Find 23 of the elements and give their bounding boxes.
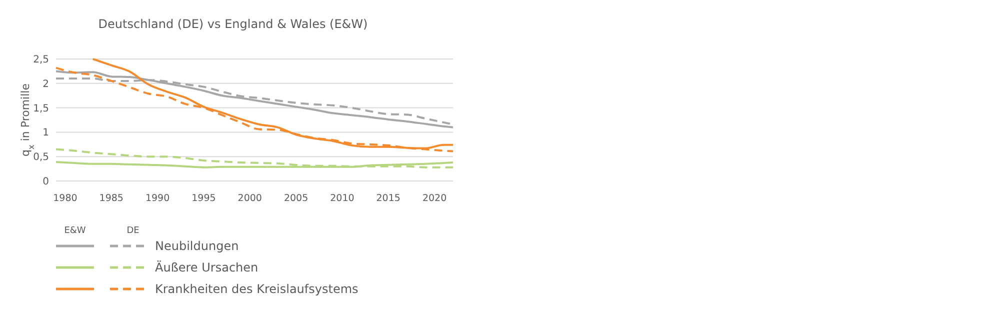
y-tick-label: 2,5: [33, 54, 49, 66]
x-tick-label: 2015: [376, 193, 400, 204]
y-tick-label: 0: [42, 176, 49, 188]
y-tick-label: 1,5: [33, 103, 49, 114]
legend-label: Äußere Ursachen: [155, 260, 258, 275]
x-tick-label: 1985: [99, 193, 124, 204]
x-tick-label: 2020: [422, 193, 447, 204]
x-tick-label: 2000: [238, 193, 262, 204]
x-tick-label: 1990: [145, 193, 170, 204]
line-series: [55, 148, 454, 168]
text: DE: [126, 226, 140, 236]
text: E&W: [64, 226, 86, 236]
line-series: [55, 70, 454, 128]
x-tick-label: 2010: [330, 193, 354, 204]
legend-label: Neubildungen: [155, 239, 239, 254]
chart-title: Deutschland (DE) vs England & Wales (E&W): [98, 17, 368, 31]
y-tick-label: 0,5: [33, 152, 49, 164]
x-tick-label: 2005: [284, 193, 308, 204]
y-tick-label: 1: [42, 128, 49, 139]
legend-label: Krankheiten des Kreislaufsystems: [155, 282, 358, 296]
y-tick-label: 2: [42, 78, 49, 90]
x-tick-label: 1995: [192, 193, 216, 204]
x-tick-label: 1980: [53, 193, 78, 204]
